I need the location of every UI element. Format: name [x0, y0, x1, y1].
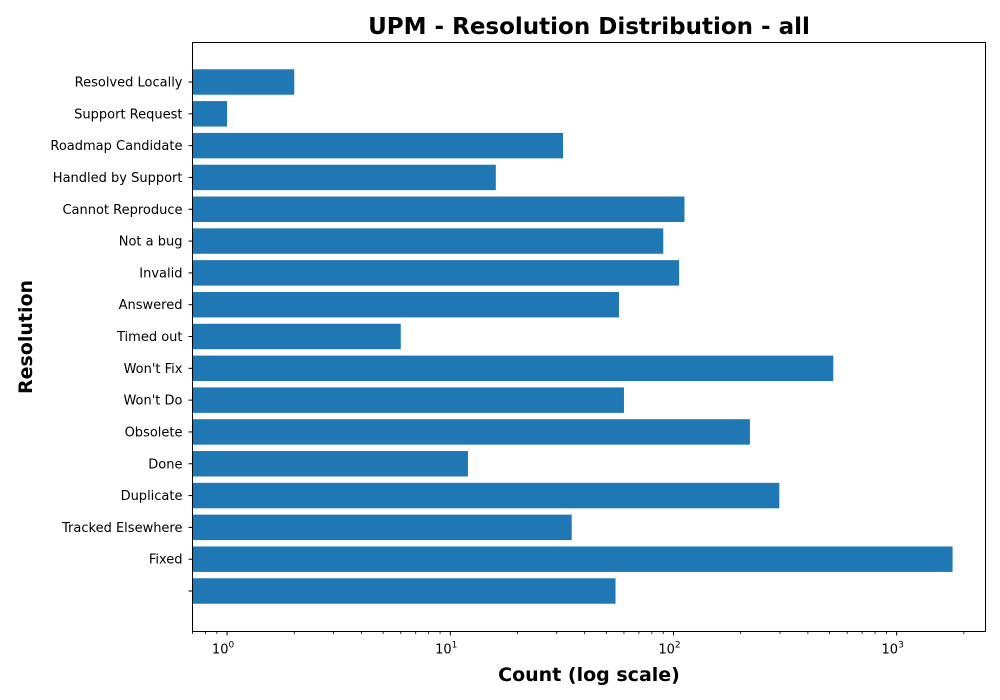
- bar: [192, 514, 572, 541]
- y-tick-label: Answered: [119, 298, 183, 313]
- x-tick-label: 103: [882, 641, 904, 658]
- y-tick-label: Not a bug: [119, 235, 183, 250]
- bar: [192, 355, 834, 382]
- bar: [192, 387, 624, 413]
- x-tick-label: 101: [435, 641, 457, 658]
- bar: [192, 69, 295, 95]
- x-axis-label: Count (log scale): [498, 664, 680, 686]
- x-tick-base: 10: [212, 643, 229, 658]
- y-tick-label: Duplicate: [121, 489, 183, 504]
- x-tick-base: 10: [658, 643, 675, 658]
- x-tick-exponent: 2: [675, 641, 681, 651]
- x-tick-exponent: 3: [898, 641, 904, 651]
- y-tick-label: Won't Do: [123, 394, 182, 409]
- bar: [192, 260, 680, 286]
- y-tick-label: Cannot Reproduce: [62, 203, 182, 218]
- x-tick-base: 10: [435, 643, 452, 658]
- bar: [192, 323, 401, 350]
- bar: [192, 228, 664, 254]
- y-tick-label: Fixed: [149, 553, 183, 568]
- y-tick-label: Won't Fix: [124, 362, 183, 377]
- y-tick-label: Done: [148, 457, 182, 472]
- x-tick-base: 10: [882, 643, 899, 658]
- x-tick-label: 102: [658, 641, 680, 658]
- y-tick-label: Handled by Support: [53, 171, 183, 186]
- bar: [192, 101, 228, 127]
- y-tick-label: Support Request: [74, 107, 182, 122]
- y-tick-label: Resolved Locally: [75, 76, 183, 91]
- bar: [192, 451, 468, 477]
- y-tick-label: Obsolete: [125, 425, 183, 440]
- y-tick-label: Invalid: [139, 266, 182, 281]
- y-tick-label: Timed out: [116, 330, 183, 345]
- x-axis-ticks: 100 101 102 103: [192, 631, 965, 658]
- bar: [192, 578, 616, 604]
- y-tick-label: Tracked Elsewhere: [61, 521, 182, 536]
- bar: [192, 546, 953, 572]
- y-tick-label: Roadmap Candidate: [50, 139, 182, 154]
- x-tick-exponent: 1: [452, 641, 458, 651]
- x-tick-label: 100: [212, 641, 235, 658]
- bar: [192, 132, 564, 159]
- bar: [192, 196, 685, 222]
- y-axis-label: Resolution: [15, 280, 37, 394]
- bars-group: [192, 69, 953, 604]
- bar: [192, 291, 619, 318]
- bar: [192, 482, 780, 509]
- x-tick-exponent: 0: [228, 641, 234, 651]
- y-axis-ticks: Resolved Locally Support Request Roadmap C…: [50, 76, 193, 592]
- bar: [192, 164, 496, 191]
- bar: [192, 419, 750, 445]
- chart-title: UPM - Resolution Distribution - all: [368, 14, 810, 40]
